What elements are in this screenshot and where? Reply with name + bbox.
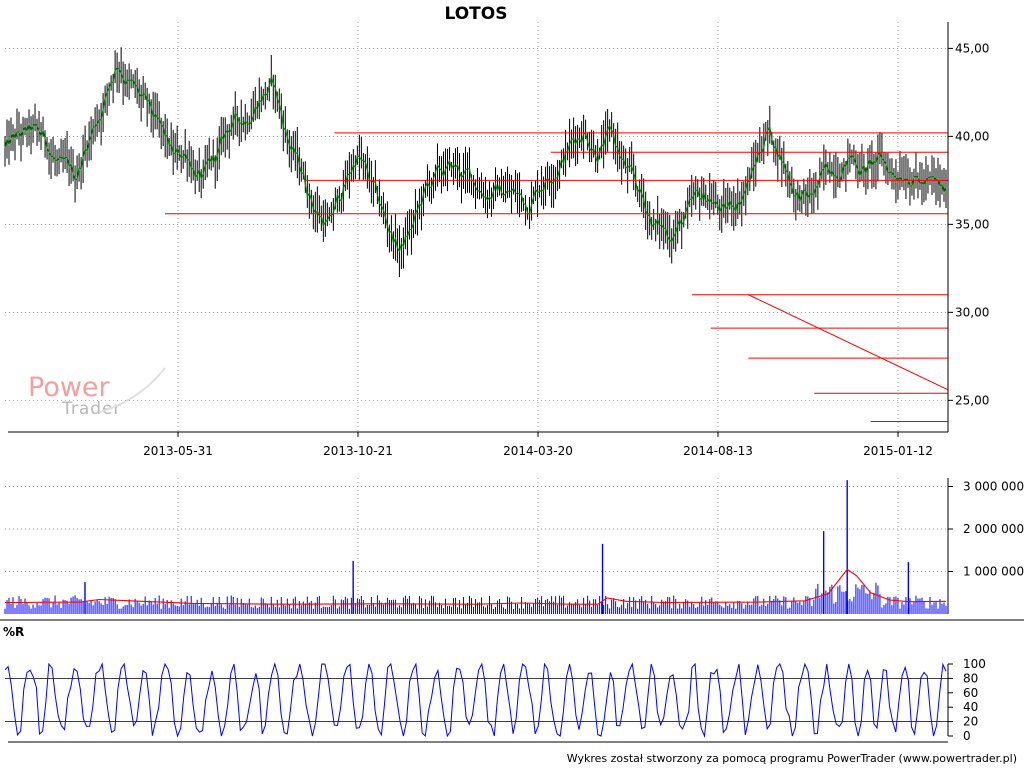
indicator-line xyxy=(4,662,947,738)
watermark: Power Trader xyxy=(28,367,166,419)
chart-title: LOTOS xyxy=(445,4,508,24)
indicator-tick-label: 40 xyxy=(963,700,978,714)
volume-panel xyxy=(4,480,947,614)
x-tick-label: 2014-08-13 xyxy=(683,444,753,458)
indicator-tick-label: 60 xyxy=(963,686,978,700)
watermark-power: Power xyxy=(28,372,111,403)
price-tick-label: 25,00 xyxy=(955,393,989,407)
x-tick-label: 2014-03-20 xyxy=(503,444,573,458)
volume-tick-label: 3 000 000 xyxy=(963,480,1024,494)
indicator-label: %R xyxy=(3,625,24,639)
indicator-tick-label: 20 xyxy=(963,715,978,729)
price-line xyxy=(4,67,947,253)
price-tick-label: 30,00 xyxy=(955,305,989,319)
price-tick-label: 40,00 xyxy=(955,129,989,143)
volume-ma-line xyxy=(4,568,947,605)
x-tick-label: 2015-01-12 xyxy=(863,444,933,458)
indicator-tick-label: 80 xyxy=(963,671,978,685)
indicator-tick-label: 0 xyxy=(963,729,971,743)
trend-line xyxy=(748,294,949,391)
axes: 25,00 30,00 35,00 40,00 45,00 2013-05-31 2013-… xyxy=(0,22,1024,743)
footer-credit: Wykres został stworzony za pomocą progra… xyxy=(567,752,1017,765)
volume-tick-label: 1 000 000 xyxy=(963,565,1024,579)
watermark-trader: Trader xyxy=(61,399,122,419)
x-tick-label: 2013-10-21 xyxy=(323,444,393,458)
price-tick-label: 45,00 xyxy=(955,41,989,55)
indicator-tick-label: 100 xyxy=(963,657,986,671)
x-tick-label: 2013-05-31 xyxy=(143,444,213,458)
volume-tick-label: 2 000 000 xyxy=(963,522,1024,536)
price-panel xyxy=(4,47,949,422)
price-tick-label: 35,00 xyxy=(955,217,989,231)
watermark-swoosh xyxy=(99,367,166,413)
grid-lines xyxy=(5,22,948,614)
indicator-panel: %R xyxy=(3,625,948,738)
